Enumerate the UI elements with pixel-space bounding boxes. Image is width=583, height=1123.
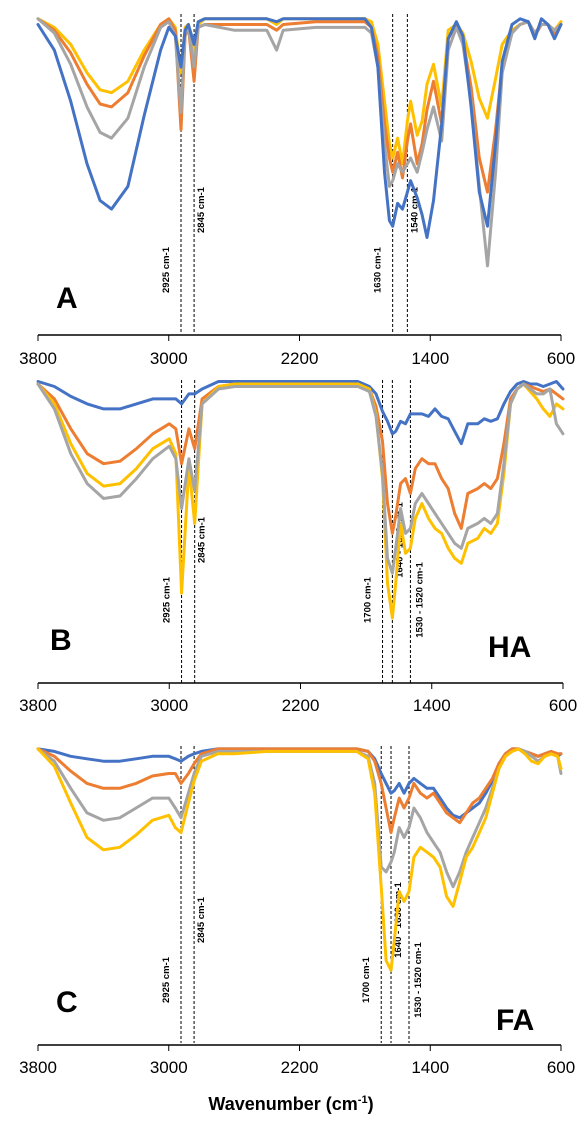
reference-line-label: 1530 - 1520 cm-1 xyxy=(413,942,424,1018)
x-tick-label: 3000 xyxy=(150,696,188,715)
series-line xyxy=(36,747,563,972)
x-tick-marks xyxy=(37,335,562,341)
reference-line-label: 1700 cm-1 xyxy=(363,576,374,623)
x-tick-label: 3000 xyxy=(150,1058,188,1077)
x-tick-label: 2200 xyxy=(282,696,320,715)
x-tick-label: 600 xyxy=(547,349,575,368)
reference-line-label: 2925 cm-1 xyxy=(162,576,173,623)
series-line xyxy=(36,382,565,575)
x-tick-label: 600 xyxy=(547,1058,575,1077)
panel-label: C xyxy=(56,986,78,1019)
reference-line-label: 2845 cm-1 xyxy=(197,516,208,563)
x-tick-label: 2200 xyxy=(281,1058,319,1077)
reference-line-label: 2925 cm-1 xyxy=(161,956,172,1003)
x-tick-label: 3800 xyxy=(19,349,57,368)
x-tick-label: 1400 xyxy=(411,349,449,368)
panel-sublabel: HA xyxy=(488,631,531,664)
reference-line-label: 1530 - 1520 cm-1 xyxy=(414,562,425,638)
series-line xyxy=(36,17,563,268)
x-axis-title: Wavenumber (cm-1) xyxy=(208,1094,373,1114)
reference-line-label: 1700 cm-1 xyxy=(361,956,372,1003)
x-tick-label: 3000 xyxy=(150,349,188,368)
panel-c: 3800 3000 2200 1400 600 C FA 2925 cm-1 28… xyxy=(19,746,575,1077)
series-line xyxy=(36,17,563,166)
reference-line-label: 1540 cm-1 xyxy=(409,186,420,233)
x-tick-marks xyxy=(37,683,564,689)
series-line xyxy=(36,747,563,889)
x-tick-label: 3800 xyxy=(19,1058,57,1077)
reference-line-label: 1630 cm-1 xyxy=(373,246,384,293)
series-line xyxy=(36,380,565,446)
panel-label: B xyxy=(50,624,72,657)
series-line xyxy=(36,382,565,535)
x-tick-label: 600 xyxy=(549,696,577,715)
x-tick-label: 3800 xyxy=(19,696,57,715)
panel-label: A xyxy=(56,282,78,315)
panel-b: 3800 3000 2200 1400 600 B HA 2925 cm-1 28… xyxy=(19,380,577,715)
series-line xyxy=(36,17,563,239)
series-line xyxy=(36,747,563,820)
x-tick-label: 2200 xyxy=(281,349,319,368)
panel-a: 3800 3000 2200 1400 600 A 2925 cm-1 2845 … xyxy=(19,14,575,368)
reference-line-label: 2845 cm-1 xyxy=(196,186,207,233)
series-line xyxy=(36,747,563,835)
reference-line-label: 1640 - 1630 cm-1 xyxy=(393,882,404,958)
reference-line-label: 2845 cm-1 xyxy=(196,896,207,943)
x-tick-label: 1400 xyxy=(413,696,451,715)
reference-line-label: 2925 cm-1 xyxy=(161,246,172,293)
panel-sublabel: FA xyxy=(496,1004,534,1037)
x-tick-marks xyxy=(37,1045,562,1051)
x-tick-label: 1400 xyxy=(411,1058,449,1077)
